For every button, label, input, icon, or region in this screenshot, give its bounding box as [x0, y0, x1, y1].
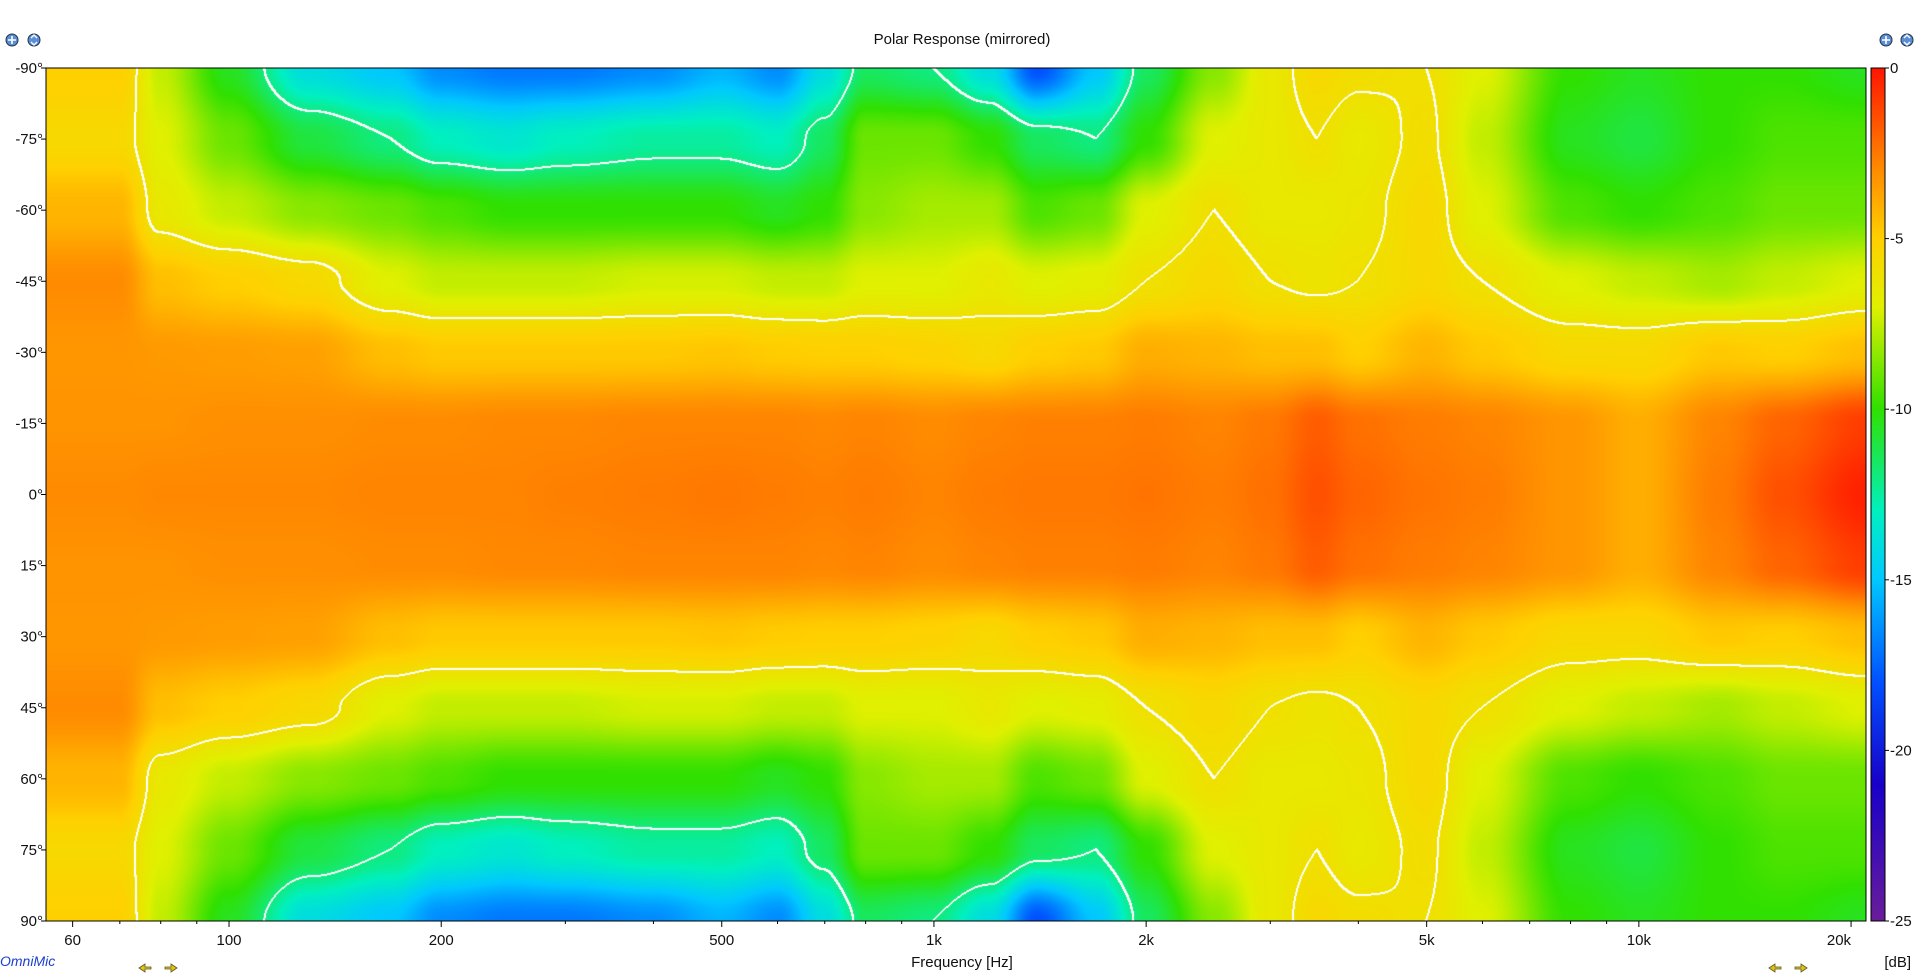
y-tick-label: -30°: [15, 344, 43, 361]
y-tick-label: -15°: [15, 415, 43, 432]
zoom-icon[interactable]: [5, 33, 19, 47]
x-tick-label: 60: [64, 932, 81, 949]
colorbar-tick-label: -20: [1890, 742, 1912, 759]
x-tick-label: 500: [709, 932, 734, 949]
scroll-right-arrow-icon[interactable]: [1794, 963, 1808, 973]
x-axis: 60 100 200 500 1k 2k 5k 10k 20k: [64, 921, 1852, 949]
x-tick-label: 1k: [926, 932, 942, 949]
y-tick-label: 60°: [20, 771, 43, 788]
y-tick-label: 75°: [20, 842, 43, 859]
scroll-left-arrow-icon[interactable]: [138, 963, 152, 973]
y-tick-label: -90°: [15, 60, 43, 77]
colorbar-tick-label: -25: [1890, 913, 1912, 930]
colorbar-unit-label: [dB]: [1884, 954, 1911, 971]
pan-icon[interactable]: [27, 33, 41, 47]
x-tick-label: 100: [217, 932, 242, 949]
x-tick-label: 10k: [1627, 932, 1652, 949]
x-tick-label: 200: [429, 932, 454, 949]
x-axis-label: Frequency [Hz]: [911, 954, 1013, 971]
x-tick-label: 20k: [1827, 932, 1852, 949]
scroll-right-arrow-icon[interactable]: [164, 963, 178, 973]
y-tick-label: -45°: [15, 273, 43, 290]
y-tick-label: 0°: [29, 487, 43, 504]
y-tick-label: 15°: [20, 558, 43, 575]
y-tick-label: -75°: [15, 131, 43, 148]
colorbar-tick-label: -10: [1890, 401, 1912, 418]
colorbar-tick-label: -5: [1890, 231, 1903, 248]
y-tick-label: -60°: [15, 202, 43, 219]
heatmap-area: [46, 68, 1866, 921]
brand-label: OmniMic: [0, 953, 55, 969]
scroll-left-arrow-icon[interactable]: [1768, 963, 1782, 973]
pan-icon[interactable]: [1900, 33, 1914, 47]
y-tick-label: 90°: [20, 913, 43, 930]
x-tick-label: 5k: [1419, 932, 1435, 949]
zoom-icon[interactable]: [1879, 33, 1893, 47]
y-tick-label: 30°: [20, 629, 43, 646]
colorbar: [1870, 67, 1886, 922]
x-tick-label: 2k: [1138, 932, 1154, 949]
y-tick-label: 45°: [20, 700, 43, 717]
chart-title: Polar Response (mirrored): [874, 31, 1051, 48]
colorbar-ticks: 0 -5 -10 -15 -20 -25: [1885, 60, 1912, 930]
colorbar-tick-label: 0: [1890, 60, 1898, 77]
colorbar-tick-label: -15: [1890, 572, 1912, 589]
y-axis: -90° -75° -60° -45° -30° -15° 0° 15° 30° 45° 60° 75…: [15, 60, 46, 930]
